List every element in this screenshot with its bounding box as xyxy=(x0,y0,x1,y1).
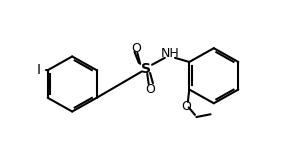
Text: I: I xyxy=(37,63,41,77)
Text: O: O xyxy=(131,42,141,55)
Text: O: O xyxy=(145,83,155,96)
Text: O: O xyxy=(182,99,191,113)
Text: NH: NH xyxy=(160,47,179,60)
Text: S: S xyxy=(141,62,151,76)
